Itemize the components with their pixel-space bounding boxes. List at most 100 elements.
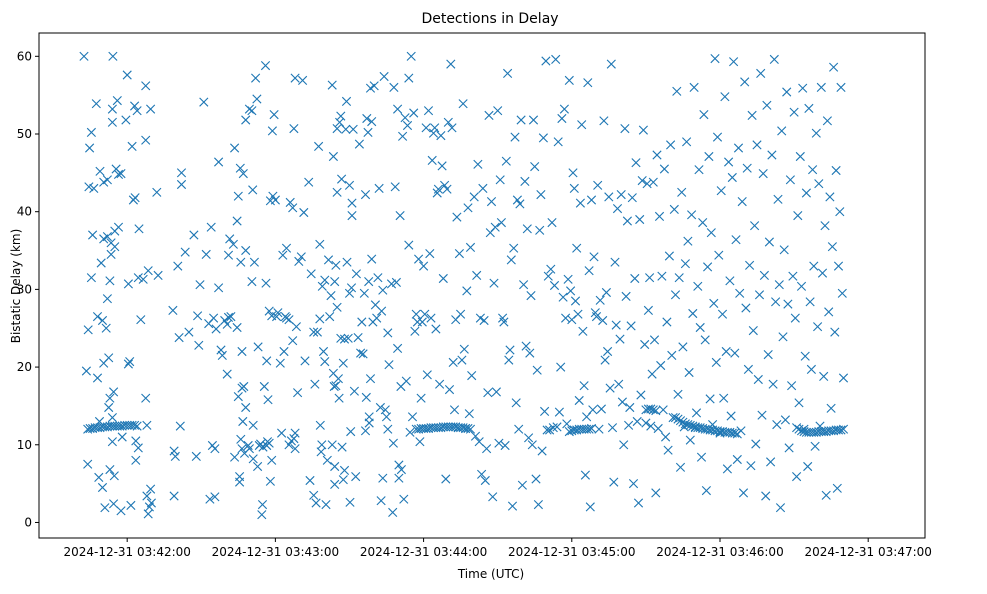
data-point: [640, 339, 650, 350]
data-point: [131, 436, 141, 446]
data-point: [688, 421, 698, 431]
data-point: [329, 381, 339, 392]
data-point: [346, 283, 357, 293]
data-point: [556, 362, 566, 372]
data-point: [578, 326, 588, 336]
data-point: [632, 416, 642, 427]
data-point: [509, 243, 519, 253]
data-point: [312, 327, 322, 337]
data-point: [376, 496, 386, 506]
data-point: [331, 381, 341, 391]
data-point: [107, 413, 117, 423]
data-point: [506, 255, 516, 265]
data-point: [275, 358, 285, 368]
data-point: [462, 286, 472, 296]
data-point: [452, 212, 462, 222]
data-point: [624, 420, 634, 430]
data-point: [132, 421, 142, 431]
data-point: [279, 346, 289, 357]
data-point: [309, 490, 319, 500]
data-point: [586, 423, 597, 434]
data-point: [607, 423, 618, 433]
data-point: [695, 423, 705, 433]
data-point: [104, 402, 114, 413]
data-point: [210, 492, 220, 502]
data-point: [831, 165, 841, 176]
data-point: [344, 288, 355, 298]
data-point: [315, 239, 325, 249]
data-point: [281, 243, 292, 253]
data-point: [364, 277, 374, 287]
data-point: [833, 261, 844, 271]
data-point: [107, 104, 117, 114]
data-point: [709, 298, 719, 308]
plot-frame: [38, 32, 926, 539]
data-point: [247, 106, 257, 116]
data-point: [753, 374, 763, 385]
data-point: [338, 475, 348, 485]
data-point: [554, 407, 564, 417]
data-point: [248, 185, 258, 195]
data-point: [237, 444, 247, 454]
data-point: [798, 83, 808, 93]
data-point: [653, 423, 663, 434]
data-point: [580, 470, 590, 480]
data-point: [290, 428, 300, 438]
data-point: [277, 428, 287, 438]
data-point: [730, 428, 740, 438]
data-point: [414, 254, 424, 264]
data-point: [252, 94, 262, 104]
data-point: [377, 306, 387, 316]
data-point: [142, 420, 152, 430]
data-point: [259, 381, 269, 392]
data-point: [516, 115, 526, 125]
data-point: [694, 165, 704, 175]
data-point: [244, 104, 254, 114]
data-point: [763, 350, 773, 360]
data-point: [480, 475, 490, 486]
data-point: [574, 395, 584, 406]
data-point: [531, 474, 541, 484]
data-point: [543, 271, 553, 281]
data-point: [463, 203, 473, 213]
data-point: [813, 322, 823, 332]
data-point: [347, 198, 357, 208]
data-point: [112, 96, 122, 106]
data-point: [130, 193, 140, 203]
data-point: [826, 403, 836, 413]
data-point: [482, 444, 492, 454]
data-point: [97, 482, 108, 493]
data-point: [730, 348, 740, 358]
data-point: [512, 195, 522, 205]
data-point: [584, 266, 594, 276]
data-point: [783, 299, 793, 309]
data-point: [79, 51, 89, 61]
data-point: [693, 281, 703, 291]
data-point: [790, 313, 800, 323]
data-point: [759, 270, 769, 280]
data-point: [641, 418, 651, 428]
data-point: [96, 258, 106, 268]
data-point: [175, 421, 185, 431]
data-point: [622, 216, 632, 226]
data-point: [582, 412, 592, 422]
data-point: [327, 440, 337, 450]
data-point: [510, 132, 520, 142]
data-point: [378, 285, 388, 295]
data-point: [537, 446, 547, 456]
data-point: [527, 440, 537, 450]
x-tick-label: 2024-12-31 03:43:00: [212, 545, 339, 559]
data-point: [711, 357, 721, 367]
data-point: [794, 398, 804, 408]
data-point: [86, 127, 96, 137]
data-point: [496, 218, 506, 228]
data-point: [136, 315, 146, 325]
data-point: [630, 273, 640, 284]
data-point: [806, 364, 816, 374]
data-point: [638, 125, 648, 135]
data-point: [469, 192, 479, 202]
data-point: [193, 311, 203, 321]
data-point: [323, 255, 334, 265]
data-point: [778, 332, 788, 342]
data-point: [257, 500, 268, 510]
